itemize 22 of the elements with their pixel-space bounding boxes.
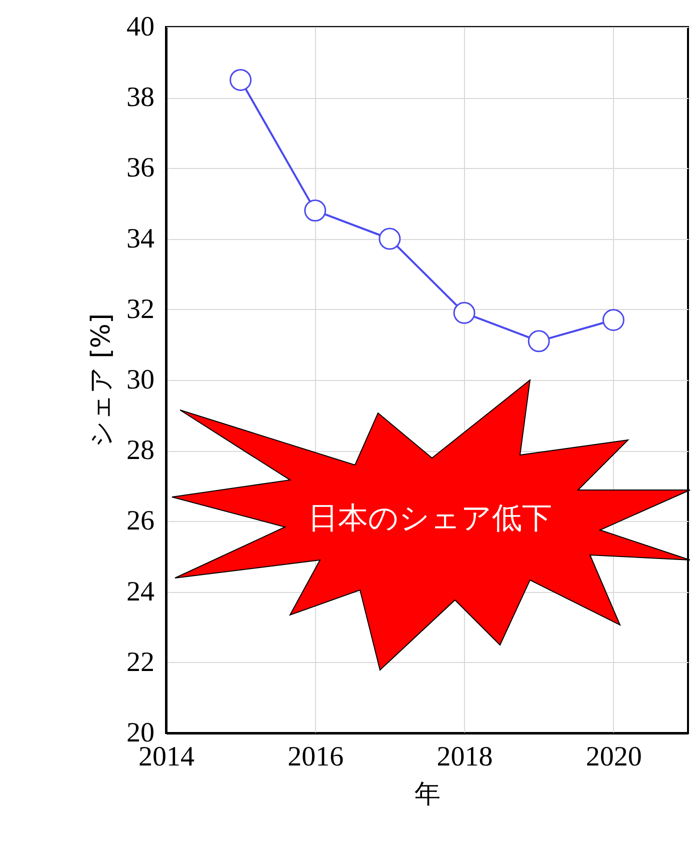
x-tick-label: 2020 — [586, 742, 642, 772]
x-tick-label: 2018 — [436, 742, 493, 772]
y-tick-label: 24 — [126, 576, 154, 608]
y-tick-label: 30 — [126, 364, 154, 396]
point — [304, 200, 326, 222]
y-tick-label: 32 — [126, 294, 154, 325]
y-tick-label: 28 — [126, 435, 154, 466]
x-tick-label: 2016 — [288, 742, 344, 772]
point — [453, 302, 476, 324]
y-tick-label: 26 — [126, 506, 154, 537]
y-tick-label: 36 — [126, 152, 154, 184]
y-tick-label: 40 — [126, 12, 154, 42]
point — [378, 228, 401, 250]
annotation: 日本のシェア低下 — [308, 501, 552, 536]
y-tick-label: 22 — [126, 646, 154, 678]
y-axis-title: シェア [%] — [86, 313, 116, 448]
y-tick-label: 38 — [126, 82, 154, 114]
x-axis-title: 年 — [414, 780, 440, 810]
point — [528, 330, 550, 352]
point — [230, 68, 252, 91]
point — [602, 309, 624, 331]
y-tick-label: 34 — [126, 223, 154, 254]
